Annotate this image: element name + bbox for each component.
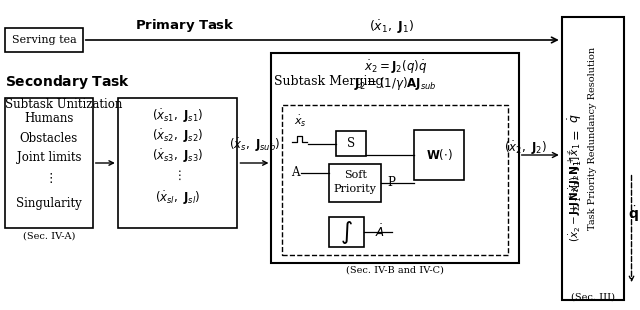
Bar bbox=[5, 98, 93, 228]
Text: $=$: $=$ bbox=[569, 130, 582, 143]
Bar bbox=[562, 17, 623, 300]
Text: $(\dot{x}_{s2},\ \mathbf{J}_{s2})$: $(\dot{x}_{s2},\ \mathbf{J}_{s2})$ bbox=[152, 127, 204, 145]
Text: $\dot{q}$: $\dot{q}$ bbox=[567, 114, 584, 123]
Text: $\mathbf{Secondary\ Task}$: $\mathbf{Secondary\ Task}$ bbox=[5, 73, 130, 91]
Text: Serving tea: Serving tea bbox=[12, 35, 76, 45]
Bar bbox=[282, 105, 508, 255]
Bar bbox=[336, 131, 366, 156]
Text: $(\dot{x}_2,\ \mathbf{J}_2)$: $(\dot{x}_2,\ \mathbf{J}_2)$ bbox=[504, 139, 547, 157]
Bar bbox=[271, 53, 519, 263]
Text: $+\ \mathbf{N}_1[\mathbf{J}_2\mathbf{N}_1]^+$: $+\ \mathbf{N}_1[\mathbf{J}_2\mathbf{N}_… bbox=[568, 148, 583, 213]
Bar bbox=[414, 130, 464, 180]
Bar bbox=[5, 28, 83, 52]
Text: $\mathbf{J}_2 = (1/\gamma)\mathbf{A}\mathbf{J}_{sub}$: $\mathbf{J}_2 = (1/\gamma)\mathbf{A}\mat… bbox=[354, 74, 436, 91]
Text: A: A bbox=[291, 166, 300, 179]
Text: Soft: Soft bbox=[344, 170, 367, 180]
Text: $(\dot{x}_s,\ \mathbf{J}_{sub})$: $(\dot{x}_s,\ \mathbf{J}_{sub})$ bbox=[228, 136, 280, 154]
Bar bbox=[329, 164, 381, 202]
Text: $\mathbf{W}(\cdot)$: $\mathbf{W}(\cdot)$ bbox=[426, 148, 452, 162]
Text: $(\dot{x}_{sl},\ \mathbf{J}_{sl})$: $(\dot{x}_{sl},\ \mathbf{J}_{sl})$ bbox=[155, 189, 200, 207]
Text: Subtask Unitization: Subtask Unitization bbox=[5, 99, 122, 112]
Text: P: P bbox=[387, 176, 395, 189]
Text: (Sec. IV-B and IV-C): (Sec. IV-B and IV-C) bbox=[346, 265, 444, 274]
Text: Joint limits: Joint limits bbox=[17, 152, 81, 165]
Text: (Sec. IV-A): (Sec. IV-A) bbox=[22, 232, 75, 241]
Text: $\vdots$: $\vdots$ bbox=[44, 171, 53, 185]
Text: $\dot{x}_2 = \mathbf{J}_2(q)\dot{q}$: $\dot{x}_2 = \mathbf{J}_2(q)\dot{q}$ bbox=[364, 58, 427, 76]
Text: $\int$: $\int$ bbox=[340, 219, 353, 246]
Text: $\mathbf{J}_1^+\dot{x}_1$: $\mathbf{J}_1^+\dot{x}_1$ bbox=[566, 143, 585, 170]
Text: Task Priority Redundancy Resolution: Task Priority Redundancy Resolution bbox=[588, 46, 597, 230]
Text: $(\dot{x}_{s3},\ \mathbf{J}_{s3})$: $(\dot{x}_{s3},\ \mathbf{J}_{s3})$ bbox=[152, 147, 204, 165]
Text: $(\dot{x}_1,\ \mathbf{J}_1)$: $(\dot{x}_1,\ \mathbf{J}_1)$ bbox=[369, 18, 415, 36]
Text: Humans: Humans bbox=[24, 112, 74, 125]
Bar bbox=[118, 98, 237, 228]
Text: Singularity: Singularity bbox=[16, 197, 82, 210]
Text: $(\dot{x}_2 - \mathbf{J}_2\mathbf{J}_1^+\dot{x}_1)$: $(\dot{x}_2 - \mathbf{J}_2\mathbf{J}_1^+… bbox=[568, 175, 584, 241]
Text: $\dot{x}_s$: $\dot{x}_s$ bbox=[294, 113, 307, 129]
Text: (Sec. III): (Sec. III) bbox=[571, 293, 614, 302]
Text: $\vdots$: $\vdots$ bbox=[173, 168, 182, 182]
Text: S: S bbox=[347, 137, 355, 150]
Text: $(\dot{x}_{s1},\ \mathbf{J}_{s1})$: $(\dot{x}_{s1},\ \mathbf{J}_{s1})$ bbox=[152, 107, 204, 125]
Text: $\dot{\mathbf{q}}$: $\dot{\mathbf{q}}$ bbox=[628, 204, 639, 224]
Text: $\bf{Primary\ Task}$: $\bf{Primary\ Task}$ bbox=[134, 17, 235, 34]
Text: $\dot{A}$: $\dot{A}$ bbox=[375, 224, 385, 240]
Text: Subtask Merging: Subtask Merging bbox=[275, 76, 384, 88]
Text: Priority: Priority bbox=[333, 184, 376, 194]
Bar bbox=[329, 217, 364, 247]
Text: Obstacles: Obstacles bbox=[20, 131, 78, 144]
